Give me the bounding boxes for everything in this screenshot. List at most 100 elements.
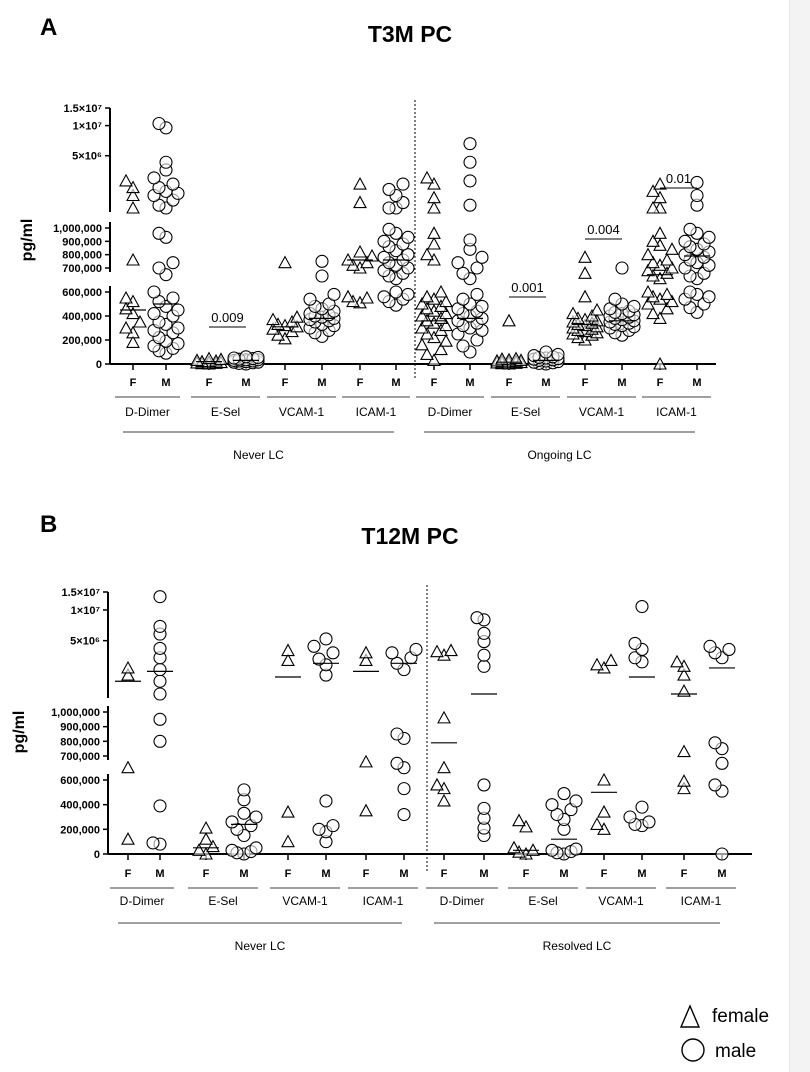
data-point-circle <box>237 783 251 797</box>
data-point-triangle <box>590 817 604 830</box>
data-point-circle <box>390 756 404 770</box>
chart-b-y-tick-label: 900,000 <box>60 722 100 734</box>
chart-a-series-never-lc-vcam-1-f <box>266 255 304 345</box>
chart-a-marker-label: VCAM-1 <box>279 405 325 419</box>
plot-b: 0 200,000 400,000 600,000 700,000 800,000 900,… <box>51 585 752 953</box>
data-point-circle <box>456 292 470 306</box>
chart-a-series-never-lc-d-dimer-m <box>147 116 185 360</box>
chart-a-series-ongoing-lc-e-sel-f <box>490 313 528 370</box>
chart-a-x-tick-label: M <box>317 377 326 389</box>
chart-title-a: T3M PC <box>368 21 452 47</box>
data-point-circle <box>377 234 391 248</box>
data-point-triangle <box>641 263 655 277</box>
data-point-circle <box>702 230 716 244</box>
data-point-triangle <box>437 760 451 774</box>
data-point-circle <box>703 639 717 653</box>
data-point-triangle <box>365 248 379 262</box>
data-point-triangle <box>578 250 592 263</box>
data-point-circle <box>477 626 491 640</box>
data-point-triangle <box>430 777 444 791</box>
chart-b-series-resolved-lc-e-sel-f <box>507 813 540 860</box>
data-point-circle <box>307 639 321 653</box>
data-point-circle <box>225 815 239 829</box>
data-point-triangle <box>341 289 355 303</box>
chart-b-marker-label: VCAM-1 <box>598 894 644 908</box>
data-point-triangle <box>278 255 292 269</box>
data-point-circle <box>401 248 415 262</box>
chart-b-group-label: Never LC <box>235 939 286 953</box>
data-point-circle <box>382 222 396 236</box>
window-scrollbar[interactable] <box>789 0 810 1072</box>
data-point-circle <box>327 287 341 301</box>
data-point-triangle <box>415 337 429 351</box>
data-point-circle <box>635 800 649 814</box>
data-point-triangle <box>590 302 604 316</box>
data-point-circle <box>456 339 470 353</box>
data-point-triangle <box>353 195 367 209</box>
chart-b-series-resolved-lc-d-dimer-m <box>470 611 497 843</box>
data-point-circle <box>463 198 477 212</box>
data-point-triangle <box>415 296 429 310</box>
data-point-triangle <box>199 820 213 834</box>
chart-a-series-never-lc-e-sel-m <box>227 350 265 371</box>
chart-b-y-tick-label: 400,000 <box>60 800 100 812</box>
data-point-triangle <box>677 744 691 758</box>
data-point-circle <box>315 269 329 283</box>
data-point-circle <box>237 806 251 820</box>
chart-a-marker-label: D-Dimer <box>125 405 170 419</box>
chart-a-y-tick-label: 0 <box>96 359 102 371</box>
data-point-circle <box>708 778 722 792</box>
data-point-triangle <box>420 289 434 303</box>
chart-a-y-tick-label: 900,000 <box>62 236 102 248</box>
data-point-triangle <box>126 188 140 202</box>
chart-b-x-tick-label: M <box>479 868 488 880</box>
data-point-circle <box>477 648 491 662</box>
data-point-triangle <box>677 667 691 681</box>
data-point-triangle <box>509 351 523 365</box>
data-point-circle <box>312 652 326 666</box>
data-point-circle <box>251 350 265 364</box>
data-point-circle <box>319 794 333 808</box>
data-point-triangle <box>119 290 133 304</box>
chart-b-y-tick-label: 600,000 <box>60 775 100 787</box>
data-point-circle <box>326 646 340 660</box>
data-point-triangle <box>597 772 611 786</box>
data-point-circle <box>315 254 329 268</box>
data-point-triangle <box>199 832 213 845</box>
data-point-circle <box>527 349 541 363</box>
chart-b-x-tick-label: F <box>523 868 530 880</box>
data-point-circle <box>722 642 736 657</box>
data-point-circle <box>642 815 656 829</box>
data-point-triangle <box>653 226 667 239</box>
chart-b-series-never-lc-d-dimer-f <box>115 660 141 845</box>
chart-a-x-tick-label: F <box>357 377 364 389</box>
data-point-circle <box>303 292 317 306</box>
data-point-circle <box>463 155 477 169</box>
data-point-circle <box>545 798 559 812</box>
chart-b-y-tick-label: 800,000 <box>60 736 100 748</box>
data-point-triangle <box>660 252 674 266</box>
chart-b-y-tick-label: 200,000 <box>60 824 100 836</box>
data-point-circle <box>326 819 340 833</box>
chart-b-x-tick-label: M <box>155 868 164 880</box>
chart-a-series-never-lc-e-sel-f <box>190 351 228 370</box>
data-point-circle <box>401 287 415 301</box>
chart-a-x-tick-label: F <box>506 377 513 389</box>
data-point-triangle <box>126 200 140 214</box>
data-point-triangle <box>665 294 679 308</box>
data-point-circle <box>475 250 489 264</box>
data-point-triangle <box>439 306 453 320</box>
data-point-circle <box>708 736 722 750</box>
data-point-circle <box>153 641 167 655</box>
data-point-triangle <box>281 643 295 657</box>
data-point-circle <box>690 188 704 203</box>
data-point-triangle <box>665 242 679 255</box>
data-point-triangle <box>434 284 448 298</box>
data-point-circle <box>397 782 411 796</box>
data-point-triangle <box>641 284 655 298</box>
data-point-triangle <box>420 247 434 261</box>
data-point-circle <box>166 177 180 191</box>
data-point-triangle <box>439 294 453 308</box>
data-point-triangle <box>665 260 679 274</box>
